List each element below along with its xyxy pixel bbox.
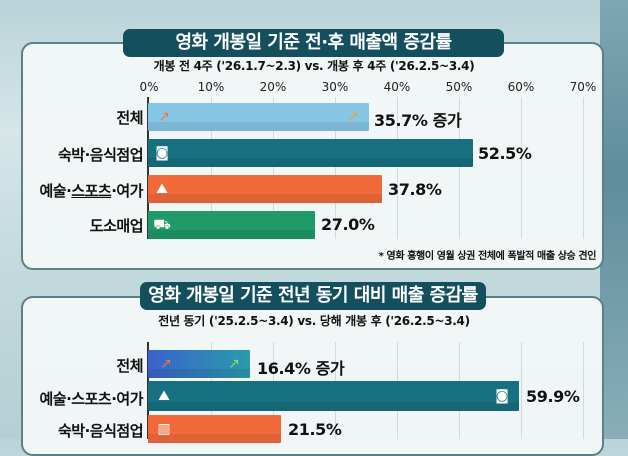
gridline: [273, 97, 274, 239]
gridline: [335, 97, 336, 239]
trend-up-icon: ↗: [228, 356, 240, 372]
x-tick-50: 50%: [445, 80, 473, 94]
x-tick-30: 30%: [321, 80, 349, 94]
value-label: 59.9%: [526, 387, 580, 406]
art-sports-icon: ⛰: [156, 181, 168, 197]
chart-subtitle-top: 개봉 전 4주 ('26.1.7~2.3) vs. 개봉 후 4주 ('26.2…: [153, 59, 475, 73]
bar-lodging-food: ▥: [148, 415, 281, 443]
bar-arts-sports: ⛰: [148, 175, 382, 203]
category-label: 예술·스포츠·여가: [39, 390, 144, 408]
x-tick-10: 10%: [197, 80, 225, 94]
gridline: [521, 97, 522, 239]
bar-total: ↗ ↗: [148, 103, 369, 131]
gridline: [459, 97, 460, 239]
gridline: [583, 342, 584, 439]
food-cloche-icon: ◙: [495, 388, 509, 404]
x-tick-70: 70%: [569, 80, 597, 94]
value-label: 52.5%: [478, 144, 532, 163]
category-label: 도소매업: [89, 217, 144, 235]
shopping-cart-icon: ⛟: [153, 217, 171, 233]
chart-subtitle-bottom: 전년 동기 ('25.2.5~3.4) vs. 당해 개봉 후 ('26.2.5…: [158, 314, 470, 328]
value-label: 27.0%: [321, 215, 375, 234]
x-tick-40: 40%: [383, 80, 411, 94]
value-label: 37.8%: [388, 180, 442, 199]
x-tick-60: 60%: [507, 80, 535, 94]
bar-arts-sports: ⛰ ◙: [148, 381, 519, 411]
trend-up-icon: ↗: [160, 356, 172, 372]
y-axis-line: [147, 97, 149, 239]
category-label: 예술·스포츠·여가: [39, 180, 143, 201]
category-label: 전체: [116, 357, 143, 375]
bar-retail: ⛟: [148, 211, 315, 239]
x-tick-20: 20%: [259, 80, 287, 94]
food-cloche-icon: ◙: [155, 145, 169, 161]
gridline: [211, 97, 212, 239]
bar-lodging-food: ◙: [148, 139, 473, 167]
trend-up-icon: ↗: [158, 109, 170, 125]
hotel-food-icon: ▥: [157, 421, 171, 437]
value-label: 35.7% 증가: [374, 111, 462, 130]
gridline: [397, 97, 398, 239]
value-label: 16.4% 증가: [257, 359, 345, 378]
category-label: 숙박·음식점업: [58, 146, 144, 164]
trend-up-icon: ↗: [347, 109, 359, 125]
label-part: 스포츠: [71, 182, 112, 200]
category-label: 전체: [116, 109, 143, 127]
label-part: ·여가: [111, 182, 143, 200]
bar-total: ↗ ↗: [148, 350, 250, 378]
value-label: 21.5%: [288, 420, 342, 439]
gridline: [583, 97, 584, 239]
footnote: * 영화 흥행이 영월 상권 전체에 폭발적 매출 상승 견인: [378, 251, 597, 262]
chart-title-top: 영화 개봉일 기준 전·후 매출액 증감률: [123, 29, 504, 57]
chart-title-bottom: 영화 개봉일 기준 전년 동기 대비 매출 증감률: [140, 282, 486, 310]
gridline: [521, 342, 522, 439]
background-decoration: [600, 0, 628, 439]
label-part: 예술·: [39, 182, 72, 200]
x-tick-0: 0%: [139, 80, 159, 94]
category-label: 숙박·음식점업: [58, 422, 144, 440]
art-sports-icon: ⛰: [158, 388, 170, 404]
